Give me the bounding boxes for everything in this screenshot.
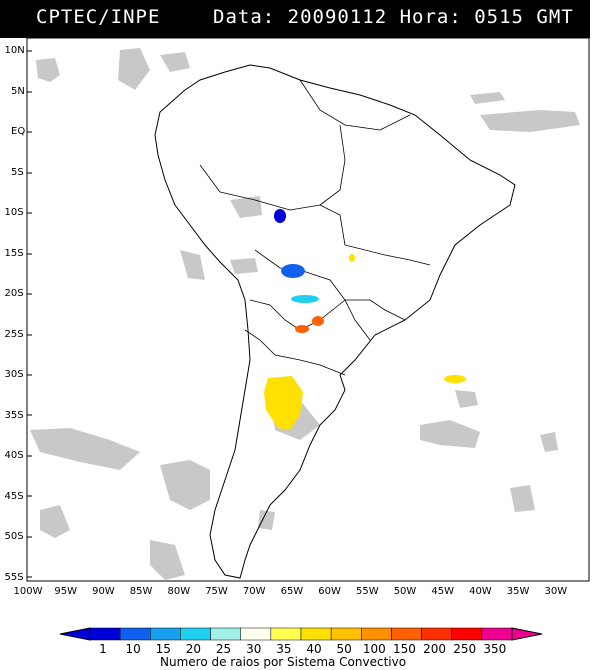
colorbar-left-arrow xyxy=(59,627,91,641)
lat-label: 45S xyxy=(4,490,24,502)
lat-label: 40S xyxy=(4,450,24,461)
lon-label: 95W xyxy=(54,586,77,597)
colorbar-label: 350 xyxy=(483,642,507,656)
system-yellow-small xyxy=(444,375,466,383)
coastline xyxy=(154,64,516,579)
system-yellow-large xyxy=(264,376,303,430)
colorbar-label: 20 xyxy=(185,642,202,656)
map-header: CPTEC/INPE Data: 20090112 Hora: 0515 GMT xyxy=(0,0,590,38)
system-orange-1 xyxy=(295,325,309,333)
colorbar-swatch xyxy=(210,627,241,641)
colorbar-label: 30 xyxy=(246,642,262,656)
colorbar-right-arrow xyxy=(511,627,543,641)
colorbar-swatch xyxy=(391,627,422,641)
colorbar-swatch xyxy=(421,627,452,641)
lon-label: 50W xyxy=(393,586,417,597)
lat-label: 15S xyxy=(4,247,24,259)
header-date-time: Data: 20090112 Hora: 0515 GMT xyxy=(213,6,574,28)
lon-label: 85W xyxy=(129,586,153,597)
lat-label: 5N xyxy=(11,85,25,97)
colorbar-swatch xyxy=(150,627,181,641)
colorbar-swatch xyxy=(89,627,121,641)
lon-label: 90W xyxy=(92,586,115,597)
colorbar-label: 50 xyxy=(336,642,352,656)
colorbar xyxy=(59,627,543,641)
lat-ticks xyxy=(27,50,32,578)
lon-label: 70W xyxy=(242,586,266,597)
header-source: CPTEC/INPE xyxy=(36,6,161,28)
lat-label: 10S xyxy=(4,207,24,218)
country-borders xyxy=(199,79,431,376)
system-dark-blue xyxy=(274,209,286,223)
system-yellow-dot xyxy=(349,254,355,262)
system-blue xyxy=(281,264,305,278)
lon-label: 80W xyxy=(167,586,191,597)
colorbar-label: 200 xyxy=(423,642,447,656)
colorbar-swatch xyxy=(300,627,332,641)
lon-label: 30W xyxy=(544,586,568,597)
colorbar-swatch xyxy=(481,627,513,641)
cloud-cover xyxy=(30,48,580,580)
colorbar-swatch xyxy=(451,627,483,641)
colorbar-label: 10 xyxy=(125,642,141,656)
colorbar-label: 250 xyxy=(453,642,477,656)
lat-label: 25S xyxy=(4,328,24,340)
lat-label: 50S xyxy=(4,531,24,542)
lon-label: 40W xyxy=(469,586,492,597)
colorbar-label: 100 xyxy=(362,642,386,656)
lon-label: 35W xyxy=(506,586,530,597)
lon-label: 55W xyxy=(355,586,379,597)
lat-label: 10N xyxy=(4,45,25,56)
colorbar-swatch xyxy=(240,627,272,641)
lon-label: 65W xyxy=(280,586,304,597)
colorbar-label: 40 xyxy=(306,642,322,656)
lat-label: 30S xyxy=(4,369,24,380)
lon-label: 60W xyxy=(318,586,341,597)
colorbar-label: 150 xyxy=(392,642,416,656)
colorbar-swatch xyxy=(361,627,392,641)
colorbar-label: 1 xyxy=(99,642,107,656)
colorbar-label: 25 xyxy=(215,642,232,656)
lat-label: 55S xyxy=(4,571,24,583)
lat-label: EQ xyxy=(11,126,26,137)
system-orange-2 xyxy=(312,316,324,326)
colorbar-swatch xyxy=(180,627,211,641)
colorbar-swatch xyxy=(330,627,362,641)
colorbar-swatch xyxy=(270,627,302,641)
lon-label: 75W xyxy=(205,586,228,597)
lon-label: 100W xyxy=(13,586,43,597)
lon-label: 45W xyxy=(431,586,454,597)
colorbar-title: Numero de raios por Sistema Convectivo xyxy=(160,655,407,669)
lat-label: 35S xyxy=(4,409,24,421)
convective-systems xyxy=(264,209,466,430)
colorbar-swatch xyxy=(119,627,151,641)
colorbar-label: 15 xyxy=(155,642,171,656)
colorbar-label: 35 xyxy=(276,642,292,656)
lat-label: 20S xyxy=(4,288,24,299)
lat-label: 5S xyxy=(11,166,24,178)
system-cyan xyxy=(291,295,319,303)
